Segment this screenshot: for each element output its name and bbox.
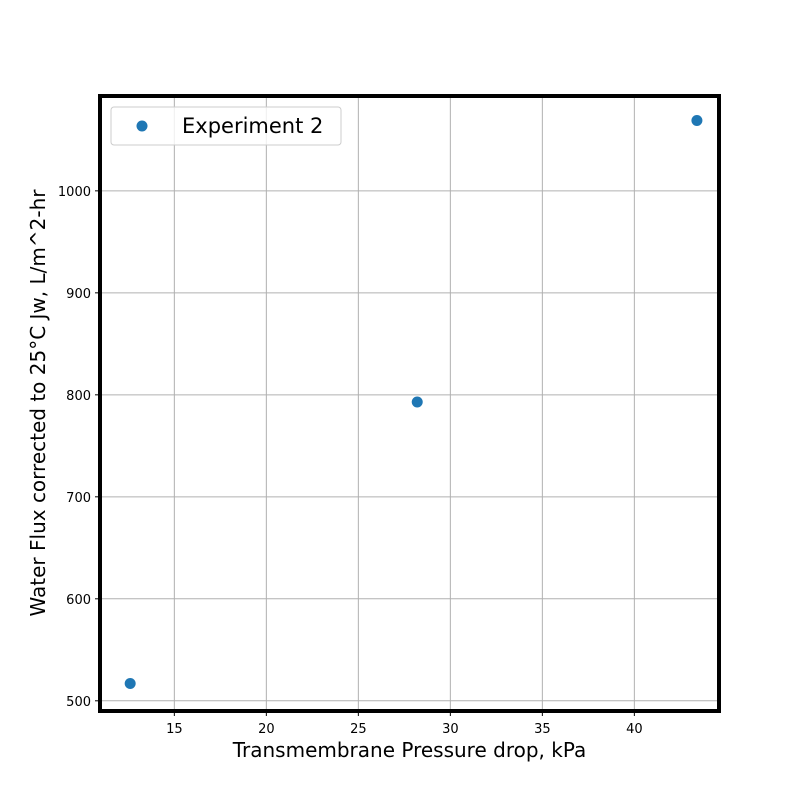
y-tick-label: 700 — [66, 491, 91, 506]
x-tick-label: 15 — [166, 722, 183, 737]
y-tick-label: 600 — [66, 593, 91, 608]
x-tick-label: 40 — [626, 722, 643, 737]
x-tick-label: 20 — [258, 722, 275, 737]
data-point — [411, 396, 423, 408]
legend-box — [110, 106, 342, 146]
data-points — [124, 114, 703, 689]
x-tick-label: 35 — [534, 722, 551, 737]
legend-marker — [136, 120, 148, 132]
data-point — [124, 677, 136, 689]
x-tick-label: 25 — [350, 722, 367, 737]
data-point — [691, 114, 703, 126]
x-tick-label: 30 — [442, 722, 459, 737]
plot-frame — [98, 94, 721, 713]
legend: Experiment 2 — [110, 106, 342, 146]
grid — [100, 96, 719, 711]
x-axis-label: Transmembrane Pressure drop, kPa — [232, 738, 587, 762]
axis-ticks: 15 20 25 30 35 40 500 600 700 800 900 1000 — [58, 185, 643, 737]
y-tick-label: 500 — [66, 695, 91, 710]
legend-label: Experiment 2 — [182, 114, 323, 138]
y-tick-label: 900 — [66, 287, 91, 302]
y-tick-label: 800 — [66, 389, 91, 404]
y-tick-label: 1000 — [58, 185, 91, 200]
y-axis-label: Water Flux corrected to 25°C Jw, L/m^2-h… — [26, 189, 50, 617]
